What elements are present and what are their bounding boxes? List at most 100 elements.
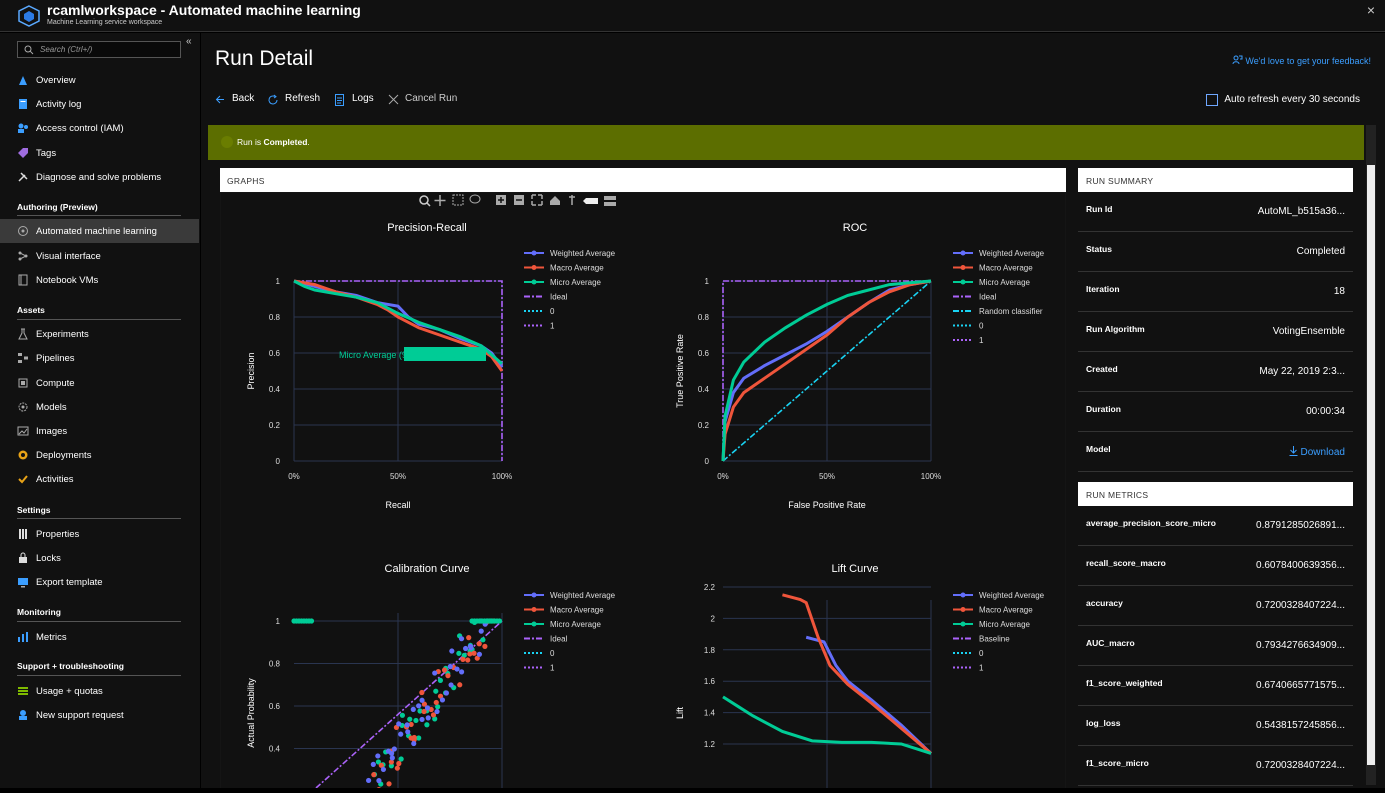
legend-label: Macro Average — [979, 606, 1033, 615]
sidebar-item-activity-log[interactable]: Activity log — [0, 92, 199, 116]
search-input[interactable]: Search (Ctrl+/) — [17, 41, 181, 58]
run-summary-card: RUN SUMMARY Run Id AutoML_b515a36... Stat… — [1078, 168, 1353, 472]
calibration-point — [448, 682, 454, 688]
sidebar-item-export-template[interactable]: Export template — [0, 570, 199, 594]
activities-icon — [18, 475, 28, 484]
workspace-subtitle: Machine Learning service workspace — [47, 19, 163, 26]
zoom-in-icon[interactable] — [496, 195, 506, 205]
sidebar-item-automated-ml[interactable]: Automated machine learning — [0, 219, 199, 243]
box-select-icon[interactable] — [452, 194, 464, 206]
sidebar-item-properties[interactable]: Properties — [0, 522, 199, 546]
run-metrics-card: RUN METRICS average_precision_score_micr… — [1078, 482, 1353, 786]
chart-title: Calibration Curve — [385, 563, 470, 575]
series-line — [782, 593, 932, 755]
sidebar-item-label: Tags — [36, 148, 57, 159]
spike-lines-icon[interactable] — [569, 195, 575, 205]
sidebar-item-overview[interactable]: Overview — [0, 68, 199, 92]
automl-icon — [18, 226, 28, 236]
legend-marker — [531, 621, 537, 627]
sidebar-item-locks[interactable]: Locks — [0, 546, 199, 570]
calibration-point — [411, 740, 417, 747]
y-tick-label: 0.4 — [698, 385, 710, 394]
divider — [17, 621, 181, 622]
x-tick-label: 100% — [492, 472, 512, 481]
tag-icon — [18, 148, 28, 158]
back-arrow-icon — [215, 95, 224, 104]
close-button[interactable]: × — [1366, 2, 1375, 18]
auto-refresh-checkbox[interactable]: Auto refresh every 30 seconds — [1206, 94, 1360, 106]
calibration-point — [410, 706, 416, 712]
cancel-run-button[interactable]: Cancel Run — [388, 93, 457, 105]
feedback-link[interactable]: We'd love to get your feedback! — [1232, 55, 1371, 66]
summary-value: VotingEnsemble — [1272, 326, 1345, 337]
hover-label-box — [404, 347, 486, 361]
sidebar-item-compute[interactable]: Compute — [0, 371, 199, 395]
sidebar-item-experiments[interactable]: Experiments — [0, 322, 199, 346]
calibration-point — [433, 699, 439, 706]
download-model-link[interactable]: Download — [1289, 446, 1345, 458]
summary-row-iteration: Iteration 18 — [1078, 272, 1353, 312]
metric-value: 0.7200328407224... — [1256, 600, 1345, 611]
scrollbar[interactable] — [1366, 125, 1376, 785]
y-axis-label: Lift — [675, 707, 685, 720]
sidebar-item-models[interactable]: Models — [0, 395, 199, 419]
back-button[interactable]: Back — [215, 93, 254, 104]
sidebar-item-activities[interactable]: Activities — [0, 467, 199, 491]
refresh-button[interactable]: Refresh — [267, 93, 320, 105]
calibration-point — [419, 689, 425, 696]
sidebar-item-usage-quotas[interactable]: Usage + quotas — [0, 679, 199, 703]
models-icon — [18, 402, 28, 412]
section-settings: Settings — [17, 505, 51, 515]
y-tick-label: 0.4 — [269, 745, 281, 754]
search-icon — [24, 45, 34, 55]
sidebar-item-tags[interactable]: Tags — [0, 141, 199, 165]
calibration-point — [396, 721, 402, 727]
sidebar-item-metrics[interactable]: Metrics — [0, 625, 199, 649]
sidebar-item-deployments[interactable]: Deployments — [0, 443, 199, 467]
hover-compare-icon[interactable] — [604, 196, 616, 206]
hover-closest-icon[interactable] — [583, 198, 598, 204]
y-axis-label: True Positive Rate — [675, 334, 685, 408]
sidebar-item-label: Compute — [36, 378, 75, 389]
calibration-point — [396, 760, 402, 767]
x-tick-label: 50% — [390, 472, 406, 481]
calibration-point — [421, 701, 428, 707]
autoscale-icon[interactable] — [531, 194, 543, 206]
status-value: Completed — [263, 137, 308, 147]
legend-label: Ideal — [979, 293, 997, 302]
sidebar-item-label: Automated machine learning — [36, 226, 157, 237]
lasso-select-icon[interactable] — [469, 194, 481, 204]
calibration-point — [371, 772, 377, 778]
download-label: Download — [1300, 447, 1345, 458]
sidebar-item-visual-interface[interactable]: Visual interface — [0, 244, 199, 268]
scrollbar-thumb[interactable] — [1367, 165, 1375, 765]
auto-refresh-label: Auto refresh every 30 seconds — [1224, 94, 1360, 105]
metrics-icon — [18, 632, 28, 642]
plot-modebar — [419, 194, 616, 207]
reset-axes-icon[interactable] — [550, 196, 560, 205]
calibration-point — [463, 645, 469, 652]
y-tick-label: 0.4 — [269, 385, 281, 394]
zoom-out-icon[interactable] — [514, 195, 524, 205]
legend-label: Macro Average — [979, 264, 1033, 273]
activity-log-icon — [19, 99, 27, 109]
sidebar-item-notebook-vms[interactable]: Notebook VMs — [0, 268, 199, 292]
sidebar-item-images[interactable]: Images — [0, 419, 199, 443]
calibration-point — [376, 778, 382, 784]
visual-interface-icon — [18, 251, 28, 261]
pan-icon[interactable] — [434, 195, 446, 206]
sidebar-item-new-support-request[interactable]: New support request — [0, 703, 199, 727]
search-placeholder: Search (Ctrl+/) — [40, 45, 93, 54]
collapse-sidebar-button[interactable]: « — [186, 36, 192, 47]
zoom-icon[interactable] — [419, 195, 431, 207]
sidebar-item-iam[interactable]: Access control (IAM) — [0, 116, 199, 140]
calibration-point — [480, 637, 486, 643]
calibration-point — [398, 756, 404, 762]
calibration-point — [449, 648, 455, 654]
sidebar-item-pipelines[interactable]: Pipelines — [0, 346, 199, 370]
logs-button[interactable]: Logs — [334, 93, 374, 106]
calibration-point — [375, 759, 382, 765]
divider — [17, 675, 181, 676]
sidebar-item-diagnose[interactable]: Diagnose and solve problems — [0, 165, 199, 189]
checkbox-box[interactable] — [1206, 94, 1219, 106]
